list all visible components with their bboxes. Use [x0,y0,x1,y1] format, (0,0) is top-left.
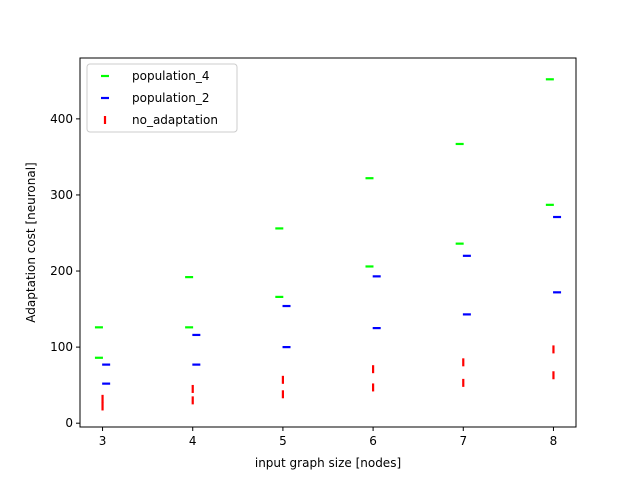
y-axis-title: Adaptation cost [neuronal] [24,162,38,322]
plot-marks [94,78,562,411]
x-tick-label: 6 [369,434,377,448]
legend-label: population_2 [132,91,210,105]
x-tick-label: 7 [459,434,467,448]
x-axis-ticks: 3 4 5 6 7 8 [99,427,558,448]
legend-label: no_adaptation [132,113,218,127]
y-axis-ticks: 0 100 200 300 400 [50,112,80,430]
x-axis-title: input graph size [nodes] [255,456,401,470]
series-population_4 [94,78,554,359]
y-tick-label: 100 [50,340,73,354]
legend-box [86,63,238,133]
y-tick-label: 0 [65,416,73,430]
legend: population_4 population_2 no_adaptation [86,63,238,133]
y-tick-label: 300 [50,188,73,202]
plot-frame [79,57,577,428]
series-no_adaptation [101,345,555,411]
legend-label: population_4 [132,69,210,83]
y-tick-label: 400 [50,112,73,126]
x-tick-label: 4 [189,434,197,448]
x-tick-label: 8 [550,434,558,448]
x-tick-label: 5 [279,434,287,448]
x-tick-label: 3 [99,434,107,448]
series-population_2 [102,215,562,385]
y-tick-label: 200 [50,264,73,278]
